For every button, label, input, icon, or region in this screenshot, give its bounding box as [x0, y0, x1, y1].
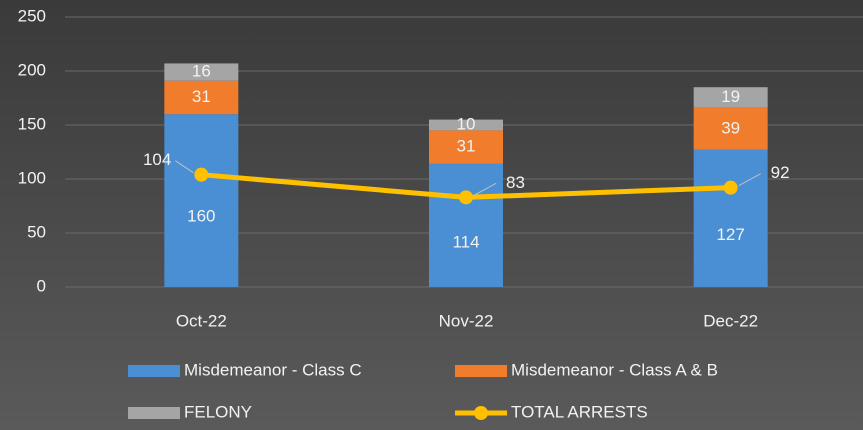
- bar: [164, 63, 239, 81]
- bar: [693, 87, 768, 108]
- line-marker: [459, 190, 473, 205]
- bar-label: 10: [457, 114, 476, 133]
- bar-label: 19: [721, 87, 740, 106]
- legend-label: TOTAL ARRESTS: [511, 402, 648, 421]
- y-tick-label: 250: [18, 6, 46, 25]
- bar: [429, 163, 503, 287]
- line-label: 83: [506, 173, 525, 192]
- x-tick-label: Dec-22: [703, 311, 758, 330]
- y-tick-label: 150: [18, 114, 46, 133]
- bar-label: 39: [721, 118, 740, 137]
- bar: [693, 149, 768, 287]
- bar: [429, 119, 503, 131]
- bar-label: 160: [187, 207, 215, 226]
- bar-label: 31: [457, 137, 476, 156]
- legend-swatch: [474, 406, 488, 420]
- y-tick-label: 100: [18, 168, 46, 187]
- line-label: 92: [771, 163, 790, 182]
- legend-swatch: [128, 365, 180, 377]
- line-label: 104: [143, 150, 171, 169]
- legend-label: Misdemeanor - Class C: [184, 360, 362, 379]
- x-tick-label: Oct-22: [176, 311, 227, 330]
- bar-label: 16: [192, 62, 211, 81]
- y-tick-label: 50: [27, 222, 46, 241]
- line-marker: [723, 180, 738, 195]
- bar: [164, 80, 239, 115]
- bar: [429, 130, 503, 164]
- x-tick-label: Nov-22: [439, 311, 494, 330]
- bar-label: 114: [452, 232, 479, 251]
- bar-label: 31: [192, 87, 211, 106]
- y-tick-label: 200: [18, 60, 46, 79]
- legend-swatch: [128, 407, 180, 419]
- y-tick-label: 0: [37, 276, 46, 295]
- leader-line: [175, 160, 194, 174]
- leader-line: [473, 182, 497, 196]
- bar: [164, 114, 239, 287]
- bar-label: 127: [716, 225, 744, 244]
- leader-line: [738, 173, 761, 187]
- legend-label: Misdemeanor - Class A & B: [511, 360, 718, 379]
- line-marker: [194, 167, 209, 182]
- legend-swatch: [455, 365, 507, 377]
- bar: [693, 107, 768, 150]
- legend-label: FELONY: [184, 402, 252, 421]
